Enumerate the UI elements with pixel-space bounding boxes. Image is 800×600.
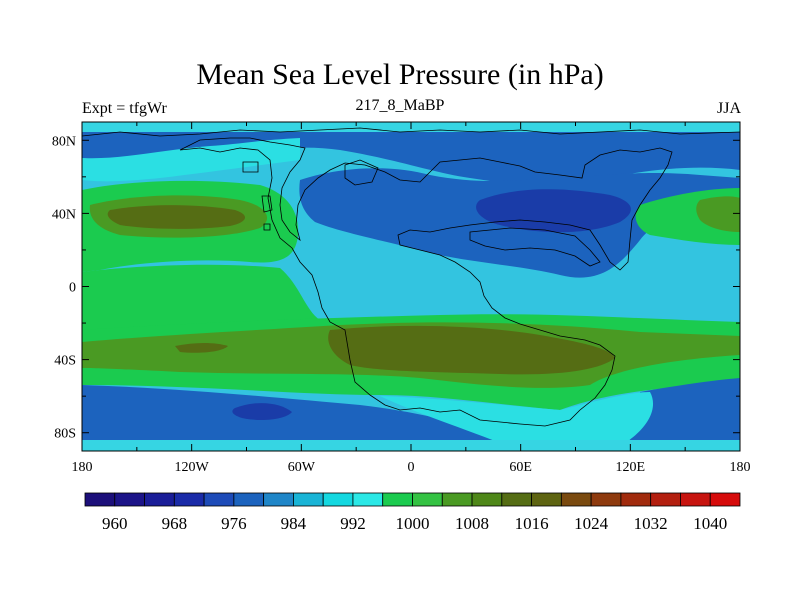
season-label: JJA xyxy=(716,100,741,117)
lat-tick-label: 80S xyxy=(54,427,76,442)
colorbar-box xyxy=(590,492,622,507)
chart-title: Mean Sea Level Pressure (in hPa) xyxy=(196,58,604,91)
lon-tick-label: 120W xyxy=(175,460,210,475)
lon-tick-label: 60W xyxy=(288,460,316,475)
colorbar-box xyxy=(144,492,175,507)
lon-tick-label: 0 xyxy=(408,460,415,475)
colorbar-box xyxy=(680,492,711,507)
colorbar-box xyxy=(84,492,116,507)
coastline-inner-asia xyxy=(469,227,601,267)
field-southern-deep-low xyxy=(232,403,292,420)
colorbar-box xyxy=(620,492,652,507)
coastline-lakes xyxy=(263,223,271,231)
colorbar-box xyxy=(352,492,384,507)
colorbar-label: 1008 xyxy=(455,514,489,533)
coastline-north xyxy=(179,137,673,427)
lat-tick-label: 0 xyxy=(69,281,76,296)
colorbar-box xyxy=(203,492,235,507)
field-north-blue xyxy=(82,122,740,188)
colorbar-box xyxy=(560,492,592,507)
field-southern-blue xyxy=(82,385,560,451)
colorbar-label: 976 xyxy=(221,514,247,533)
field-eurasia-deep-low xyxy=(476,189,631,233)
lat-tick-label: 40S xyxy=(54,354,76,369)
map-plot-area xyxy=(82,122,740,451)
colorbar: 960 968 976 984 992 1000 1008 1016 1024 1032 1040 xyxy=(84,492,741,533)
colorbar-box xyxy=(114,492,145,507)
colorbar-label: 960 xyxy=(102,514,128,533)
colorbar-label: 968 xyxy=(162,514,188,533)
coastline-island xyxy=(242,161,259,173)
colorbar-box xyxy=(263,492,294,507)
experiment-label: Expt = tfgWr xyxy=(82,100,167,117)
latitude-axis: 80N 40N 0 40S 80S xyxy=(52,134,740,442)
lat-tick-label: 40N xyxy=(52,207,76,222)
colorbar-box xyxy=(382,492,413,507)
colorbar-box xyxy=(173,492,205,507)
run-label: 217_8_MaBP xyxy=(355,97,445,114)
colorbar-box xyxy=(293,492,324,507)
field-southern-cyan xyxy=(380,392,654,451)
field-npacific-core xyxy=(107,205,246,229)
lon-tick-label: 60E xyxy=(509,460,532,475)
colorbar-box xyxy=(233,492,265,507)
coastlines xyxy=(82,127,740,427)
colorbar-box xyxy=(531,492,562,507)
colorbar-label: 992 xyxy=(340,514,366,533)
coastline-hudson-bay xyxy=(261,195,273,213)
field-shigh-core xyxy=(328,325,615,375)
colorbar-box xyxy=(709,492,741,507)
field-tropics-green xyxy=(82,264,504,335)
colorbar-box xyxy=(441,492,473,507)
colorbar-box xyxy=(322,492,354,507)
lon-tick-label: 180 xyxy=(730,460,751,475)
lat-tick-label: 80N xyxy=(52,134,76,149)
colorbar-box xyxy=(501,492,532,507)
colorbar-label: 1024 xyxy=(574,514,609,533)
colorbar-box xyxy=(412,492,443,507)
colorbar-box xyxy=(471,492,503,507)
lon-tick-label: 180 xyxy=(72,460,93,475)
colorbar-label: 1040 xyxy=(693,514,727,533)
colorbar-label: 1032 xyxy=(634,514,668,533)
colorbar-label: 1016 xyxy=(515,514,549,533)
colorbar-box xyxy=(650,492,681,507)
coastline-greenland xyxy=(344,159,379,186)
field-east-olive xyxy=(696,196,740,232)
coastline-top-arctic xyxy=(82,127,740,137)
longitude-axis: 180 120W 60W 0 60E 120E 180 xyxy=(72,122,751,475)
colorbar-label: 984 xyxy=(281,514,307,533)
field-sw-olive-patch xyxy=(175,343,228,353)
lon-tick-label: 120E xyxy=(616,460,646,475)
colorbar-label: 1000 xyxy=(396,514,430,533)
